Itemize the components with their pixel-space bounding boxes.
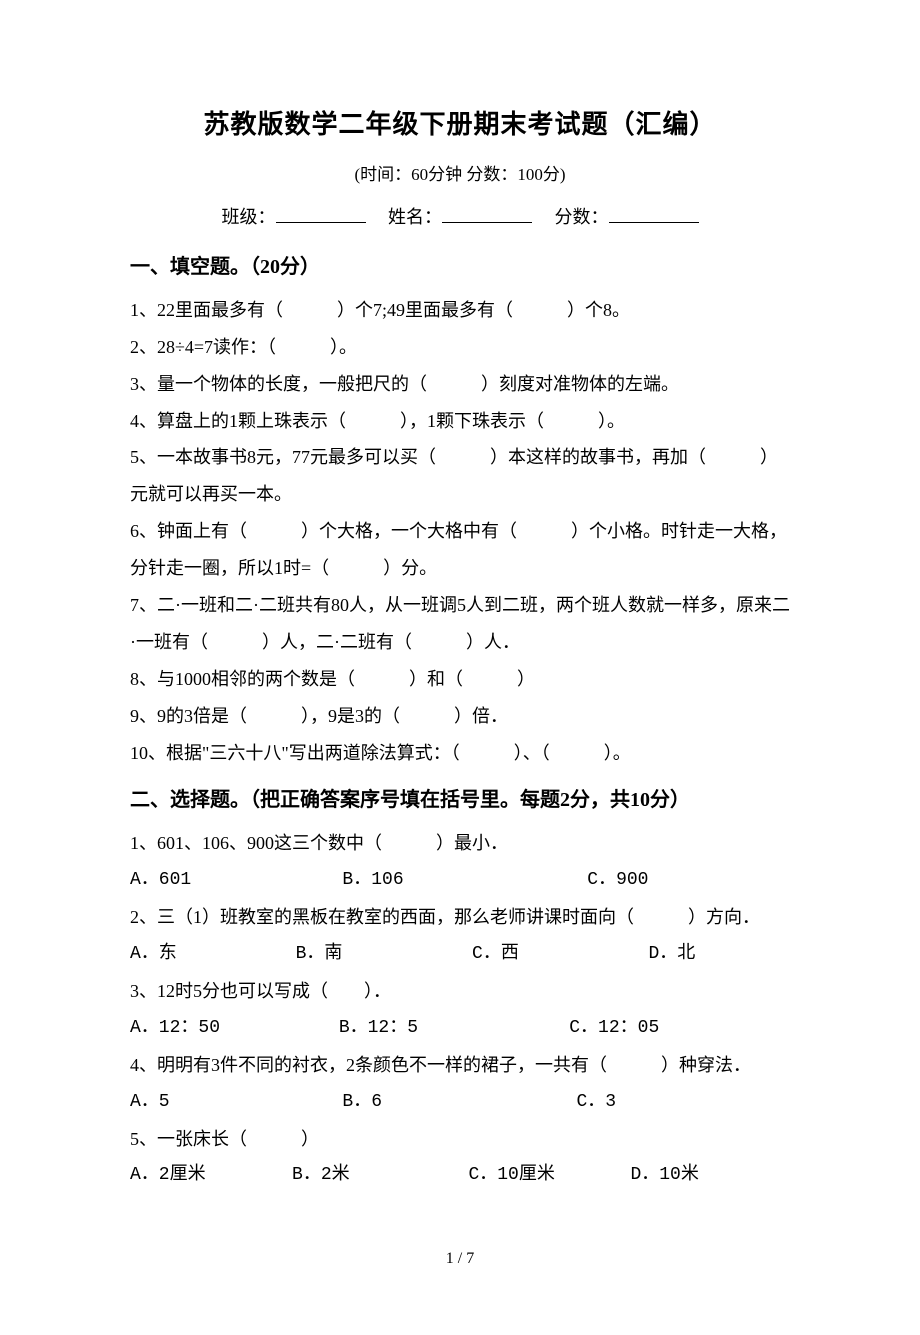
s2-q4-opts: A．5 B．6 C．3	[130, 1084, 790, 1121]
s2-q1: 1、601、106、900这三个数中（ ）最小．	[130, 825, 790, 862]
s1-q9: 9、9的3倍是（ ），9是3的（ ）倍．	[130, 698, 790, 735]
student-fields: 班级： 姓名： 分数：	[130, 200, 790, 234]
page-number: 1 / 7	[130, 1244, 790, 1274]
s1-q5: 5、一本故事书8元，77元最多可以买（ ）本这样的故事书，再加（ ）元就可以再买…	[130, 439, 790, 513]
s2-q4: 4、明明有3件不同的衬衣，2条颜色不一样的裙子，一共有（ ）种穿法．	[130, 1047, 790, 1084]
exam-meta: (时间：60分钟 分数：100分)	[130, 159, 790, 191]
section1-header: 一、填空题。（20分）	[130, 248, 790, 286]
section2-header: 二、选择题。（把正确答案序号填在括号里。每题2分，共10分）	[130, 781, 790, 819]
s2-q3-opts: A．12：50 B．12：5 C．12：05	[130, 1010, 790, 1047]
score-label: 分数：	[555, 207, 609, 227]
s1-q6: 6、钟面上有（ ）个大格，一个大格中有（ ）个小格。时针走一大格，分针走一圈，所…	[130, 513, 790, 587]
class-label: 班级：	[222, 207, 276, 227]
exam-title: 苏教版数学二年级下册期末考试题（汇编）	[130, 100, 790, 149]
s2-q3: 3、12时5分也可以写成（ ）．	[130, 973, 790, 1010]
s2-q5: 5、一张床长（ ）	[130, 1121, 790, 1158]
s1-q8: 8、与1000相邻的两个数是（ ）和（ ）	[130, 661, 790, 698]
s1-q2: 2、28÷4=7读作：（ ）。	[130, 329, 790, 366]
s1-q10: 10、根据"三六十八"写出两道除法算式：（ ）、（ ）。	[130, 735, 790, 772]
score-blank	[609, 222, 699, 223]
name-blank	[442, 222, 532, 223]
s2-q1-opts: A．601 B．106 C．900	[130, 862, 790, 899]
name-label: 姓名：	[388, 207, 442, 227]
class-blank	[276, 222, 366, 223]
s2-q5-opts: A．2厘米 B．2米 C．10厘米 D．10米	[130, 1157, 790, 1194]
s2-q2-opts: A．东 B．南 C．西 D．北	[130, 936, 790, 973]
s1-q4: 4、算盘上的1颗上珠表示（ ），1颗下珠表示（ ）。	[130, 403, 790, 440]
s2-q2: 2、三（1）班教室的黑板在教室的西面，那么老师讲课时面向（ ）方向．	[130, 899, 790, 936]
s1-q1: 1、22里面最多有（ ）个7;49里面最多有（ ）个8。	[130, 292, 790, 329]
s1-q3: 3、量一个物体的长度，一般把尺的（ ）刻度对准物体的左端。	[130, 366, 790, 403]
s1-q7: 7、二·一班和二·二班共有80人，从一班调5人到二班，两个班人数就一样多，原来二…	[130, 587, 790, 661]
